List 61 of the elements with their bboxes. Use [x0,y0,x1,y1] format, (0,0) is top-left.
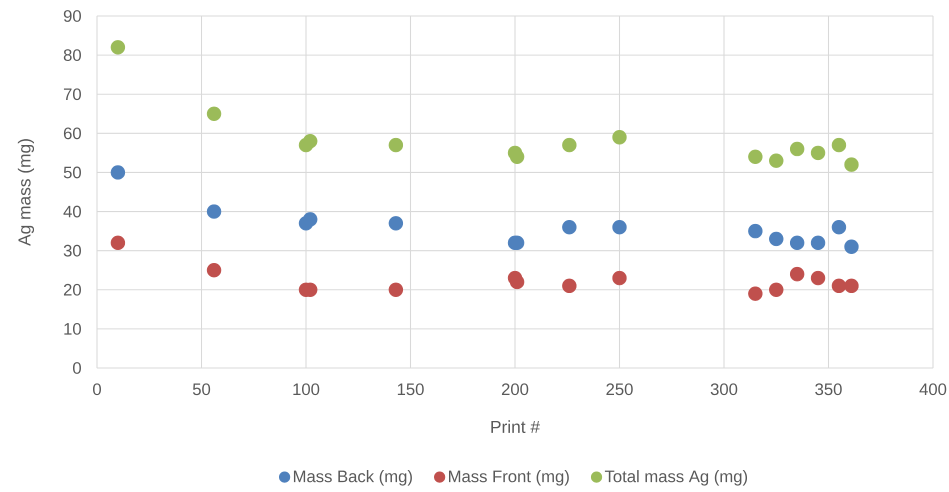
point [810,146,826,160]
x-axis-title: Print # [491,420,540,434]
y-tick-label: 10 [64,322,81,335]
y-tick-label: 60 [64,127,81,140]
point [110,40,126,54]
point [832,220,846,234]
y-tick-label: 20 [64,284,81,296]
point [769,154,784,168]
x-tick-label: 100 [293,383,320,396]
legend-label: Mass Front (mg) [448,470,569,486]
point [832,138,846,152]
point [510,274,524,290]
point [748,150,763,164]
point [748,286,763,301]
point [790,266,804,282]
legend-label: Total mass Ag (mg) [604,470,748,486]
point [844,278,859,294]
point [388,216,404,230]
y-tick-label: 70 [64,88,81,100]
point [769,232,784,246]
point [110,165,126,180]
y-tick-label: 80 [64,49,81,62]
x-tick-label: 200 [502,383,528,396]
y-tick-label: 50 [64,166,81,178]
point [388,138,404,152]
point [790,236,804,250]
legend-label: Mass Back (mg) [294,470,412,486]
x-tick-label: 0 [93,383,101,396]
point [562,278,577,294]
point [110,236,126,250]
y-tick-label: 0 [73,362,81,374]
y-tick-label: 30 [64,244,81,257]
point [302,134,318,148]
point [748,224,763,238]
x-tick-label: 250 [606,383,633,396]
y-tick-label: 40 [63,206,81,218]
point [612,270,627,286]
point [302,212,318,227]
x-tick-label: 400 [919,383,946,396]
point [832,278,846,294]
point [510,150,524,164]
point [810,236,826,250]
x-tick-label: 150 [398,383,424,396]
point [562,220,577,234]
point [612,130,627,144]
x-tick-label: 50 [192,383,210,396]
point [790,142,804,156]
point [810,270,826,286]
point [562,138,577,152]
point [844,240,859,254]
point [206,263,222,278]
y-tick-label: 90 [64,10,81,22]
x-tick-label: 300 [710,383,738,396]
point [844,157,859,172]
point [206,106,222,121]
y-axis-title: Ag mass (mg) [18,139,34,246]
point [769,282,784,297]
point [388,282,404,297]
point [612,220,627,234]
x-tick-label: 350 [815,383,842,396]
point [206,204,222,219]
